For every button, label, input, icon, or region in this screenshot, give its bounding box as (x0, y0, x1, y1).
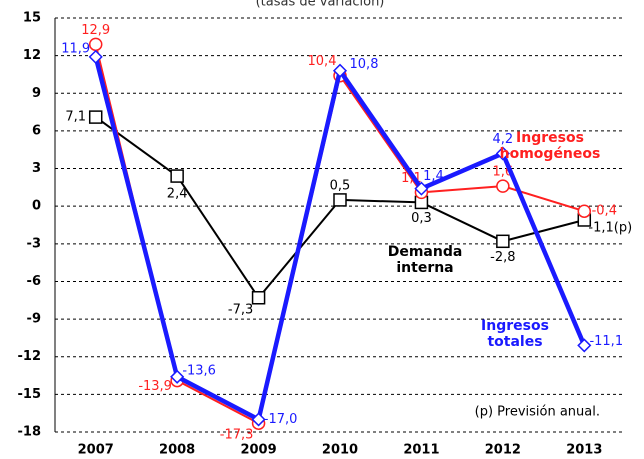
data-label: -13,9 (138, 379, 172, 394)
data-label: 10,8 (350, 57, 379, 72)
data-label: -17,0 (264, 412, 298, 427)
legend-label: Ingresos totales (481, 318, 549, 350)
marker (170, 369, 185, 384)
marker (495, 146, 510, 161)
marker (496, 234, 510, 249)
y-tick-label: 6 (32, 123, 41, 138)
y-tick-label: 9 (32, 86, 41, 101)
data-label: -11,1 (589, 334, 623, 349)
y-tick-label: -12 (18, 349, 42, 364)
x-tick-label: 2010 (322, 443, 358, 458)
marker (333, 193, 347, 207)
data-label: 10,4 (308, 54, 337, 69)
marker (332, 63, 348, 78)
marker (251, 291, 266, 305)
data-label: 4,2 (493, 132, 514, 147)
x-tick-label: 2008 (159, 443, 195, 458)
x-tick-label: 2007 (78, 443, 114, 458)
marker (251, 412, 266, 427)
y-tick-label: 3 (32, 161, 41, 176)
x-tick-label: 2011 (403, 443, 439, 458)
x-tick-label: 2012 (485, 443, 521, 458)
x-tick-label: 2009 (240, 443, 276, 458)
y-tick-label: -18 (18, 425, 42, 440)
y-tick-label: 0 (32, 199, 41, 214)
data-label: 7,1 (65, 110, 86, 125)
data-label: -2,8 (490, 250, 515, 265)
y-tick-label: -15 (18, 387, 42, 402)
data-label: 12,9 (81, 23, 110, 38)
legend-label: Demanda interna (387, 244, 463, 276)
marker (170, 169, 184, 183)
legend-label: Ingresos homogéneos (499, 130, 601, 162)
y-tick-label: -9 (27, 312, 41, 327)
marker (88, 110, 103, 124)
data-label: 0,5 (330, 178, 351, 193)
marker (88, 37, 103, 52)
data-label: -7,3 (228, 302, 253, 317)
data-label: -1,1(p) (588, 220, 632, 235)
marker (414, 181, 429, 196)
data-label: -13,6 (182, 363, 216, 378)
data-label: 2,4 (167, 187, 188, 202)
chart-title: (tasas de variación) (256, 0, 385, 10)
y-tick-label: 12 (23, 48, 41, 63)
y-tick-label: 15 (23, 11, 41, 26)
data-label: 0,3 (411, 211, 432, 226)
marker (88, 49, 103, 64)
data-label: 11,9 (61, 41, 90, 56)
data-label: 1,4 (423, 169, 444, 184)
marker (577, 204, 592, 218)
data-label: -17,3 (220, 428, 254, 443)
y-tick-label: -3 (27, 236, 41, 251)
data-label: -0,4 (592, 204, 617, 219)
marker (577, 338, 592, 353)
x-tick-label: 2013 (566, 443, 602, 458)
annotation: (p) Previsión anual. (475, 405, 600, 420)
marker (496, 179, 510, 193)
y-tick-label: -6 (27, 274, 41, 289)
series-line (94, 44, 585, 425)
